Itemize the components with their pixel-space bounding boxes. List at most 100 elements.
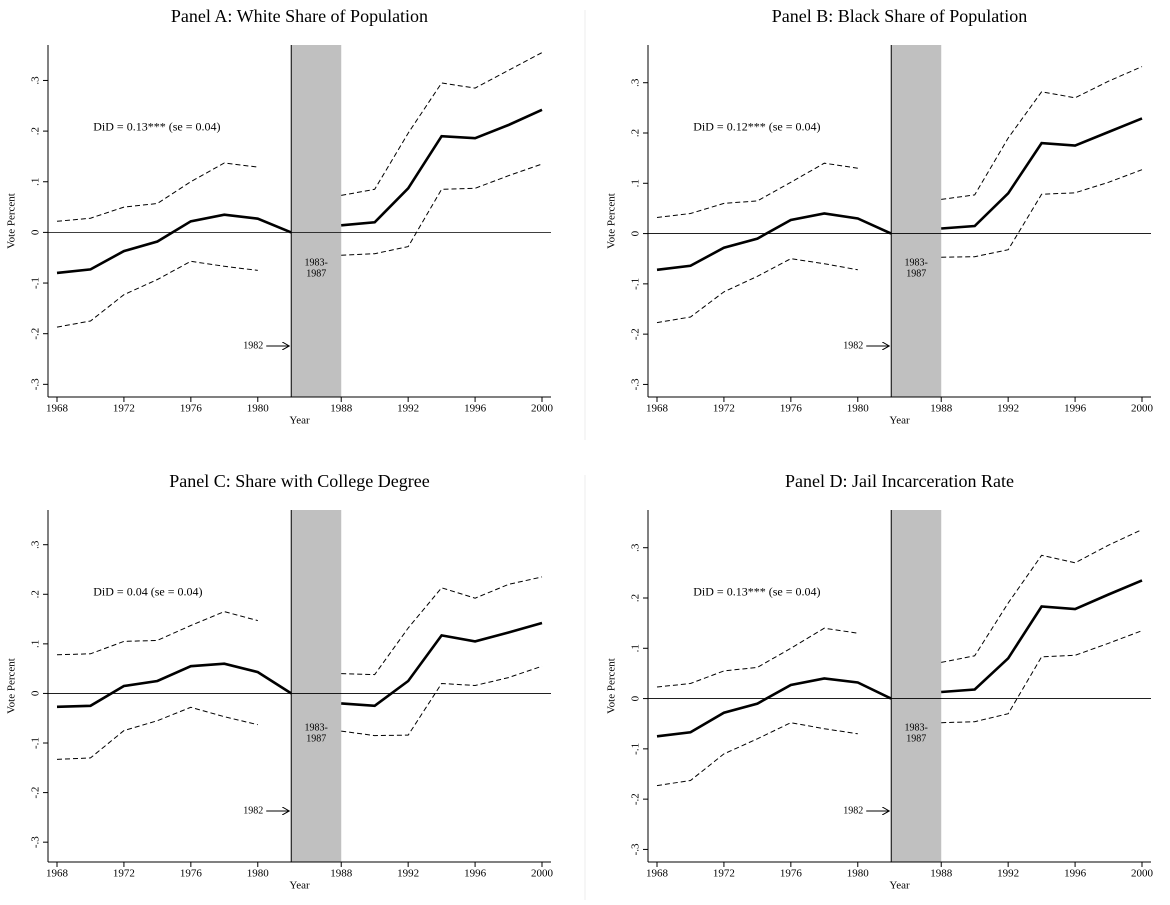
x-tick-label: 1972 [113, 403, 135, 415]
ci-line [341, 576, 543, 676]
y-tick-label: -.3 [630, 378, 642, 390]
y-tick-label: -.3 [30, 836, 42, 848]
y-axis-label: Vote Percent [606, 658, 618, 714]
x-tick-label: 1988 [330, 868, 353, 880]
y-tick-label: 0 [630, 695, 642, 701]
y-tick-label: .2 [30, 590, 42, 598]
ci-line [341, 52, 543, 196]
ci-line [941, 529, 1143, 663]
estimate-line [656, 677, 892, 738]
x-axis-label: Year [289, 415, 310, 427]
x-tick-label: 1996 [464, 403, 487, 415]
y-axis-label: Vote Percent [6, 193, 18, 249]
x-tick-label: 1968 [46, 403, 69, 415]
y-tick-label: 0 [30, 229, 42, 235]
chart-title: Panel D: Jail Incarceration Rate [785, 471, 1014, 491]
x-tick-label: 1992 [997, 403, 1019, 415]
x-tick-label: 1992 [397, 403, 419, 415]
x-tick-label: 1972 [713, 868, 735, 880]
x-tick-label: 1992 [997, 868, 1019, 880]
y-tick-label: .3 [30, 540, 42, 549]
x-tick-label: 1972 [713, 403, 735, 415]
estimate-line [341, 621, 543, 708]
x-tick-label: 1980 [847, 868, 870, 880]
ci-line [941, 630, 1143, 724]
estimate-line [56, 662, 292, 709]
estimate-line [56, 213, 292, 275]
annotation: DiD = 0.04 (se = 0.04) [93, 584, 202, 598]
y-tick-label: -.2 [30, 328, 42, 340]
y-tick-label: .2 [630, 129, 642, 137]
ci-line [656, 722, 858, 787]
ci-line [341, 665, 543, 737]
annotation: DiD = 0.13*** (se = 0.04) [93, 119, 220, 133]
x-tick-label: 2000 [1131, 868, 1154, 880]
x-tick-label: 2000 [1131, 403, 1154, 415]
x-tick-label: 1976 [780, 868, 803, 880]
x-tick-label: 1988 [930, 868, 953, 880]
x-tick-label: 1968 [46, 868, 69, 880]
x-tick-label: 1972 [113, 868, 135, 880]
x-axis-label: Year [289, 880, 310, 892]
y-tick-label: .3 [30, 76, 42, 85]
y-axis-label: Vote Percent [606, 193, 618, 249]
x-tick-label: 1996 [1064, 403, 1087, 415]
y-tick-label: -.2 [30, 787, 42, 799]
y-tick-label: -.1 [630, 743, 642, 755]
y-tick-label: 0 [630, 230, 642, 236]
estimate-line [341, 108, 543, 227]
chart-title: Panel A: White Share of Population [171, 6, 428, 26]
y-tick-label: -.1 [30, 277, 42, 289]
band-label: 1983- [905, 258, 928, 269]
band-label: 1987 [306, 734, 326, 745]
ci-line [656, 627, 858, 688]
annotation: DiD = 0.12*** (se = 0.04) [693, 119, 820, 133]
x-tick-label: 1992 [397, 868, 419, 880]
y-tick-label: .2 [630, 594, 642, 602]
y-tick-label: -.3 [30, 378, 42, 390]
x-tick-label: 1996 [464, 868, 487, 880]
y-tick-label: .1 [630, 644, 642, 652]
ci-line [941, 66, 1143, 200]
y-tick-label: -.1 [630, 278, 642, 290]
chart-title: Panel B: Black Share of Population [772, 6, 1027, 26]
y-tick-label: .3 [630, 78, 642, 87]
ci-line [656, 258, 858, 324]
y-axis-label: Vote Percent [6, 658, 18, 714]
ci-line [56, 611, 258, 656]
ci-line [656, 162, 858, 218]
shaded-period [891, 45, 942, 397]
band-label: 1983- [305, 723, 328, 734]
estimate-line [941, 579, 1143, 694]
x-axis-label: Year [889, 415, 910, 427]
x-tick-label: 1976 [780, 403, 803, 415]
y-tick-label: -.1 [30, 737, 42, 749]
y-tick-label: -.3 [630, 843, 642, 855]
shaded-period [291, 45, 342, 397]
arrow-label: 1982 [243, 805, 263, 816]
x-axis-label: Year [889, 880, 910, 892]
annotation: DiD = 0.13*** (se = 0.04) [693, 584, 820, 598]
chart-title: Panel C: Share with College Degree [169, 471, 429, 491]
ci-line [56, 706, 258, 760]
y-tick-label: .1 [630, 179, 642, 187]
x-tick-label: 1980 [847, 403, 870, 415]
band-label: 1983- [305, 258, 328, 269]
x-tick-label: 1980 [247, 403, 270, 415]
band-label: 1987 [906, 269, 926, 280]
x-tick-label: 2000 [531, 403, 554, 415]
x-tick-label: 1996 [1064, 868, 1087, 880]
estimate-line [941, 117, 1143, 230]
x-tick-label: 2000 [531, 868, 554, 880]
y-tick-label: .1 [30, 640, 42, 648]
x-tick-label: 1976 [180, 868, 203, 880]
band-label: 1987 [306, 269, 326, 280]
y-tick-label: .1 [30, 178, 42, 186]
band-label: 1987 [906, 734, 926, 745]
y-tick-label: .2 [30, 127, 42, 135]
estimate-line [656, 212, 892, 272]
arrow-label: 1982 [843, 805, 863, 816]
shaded-period [291, 510, 342, 862]
